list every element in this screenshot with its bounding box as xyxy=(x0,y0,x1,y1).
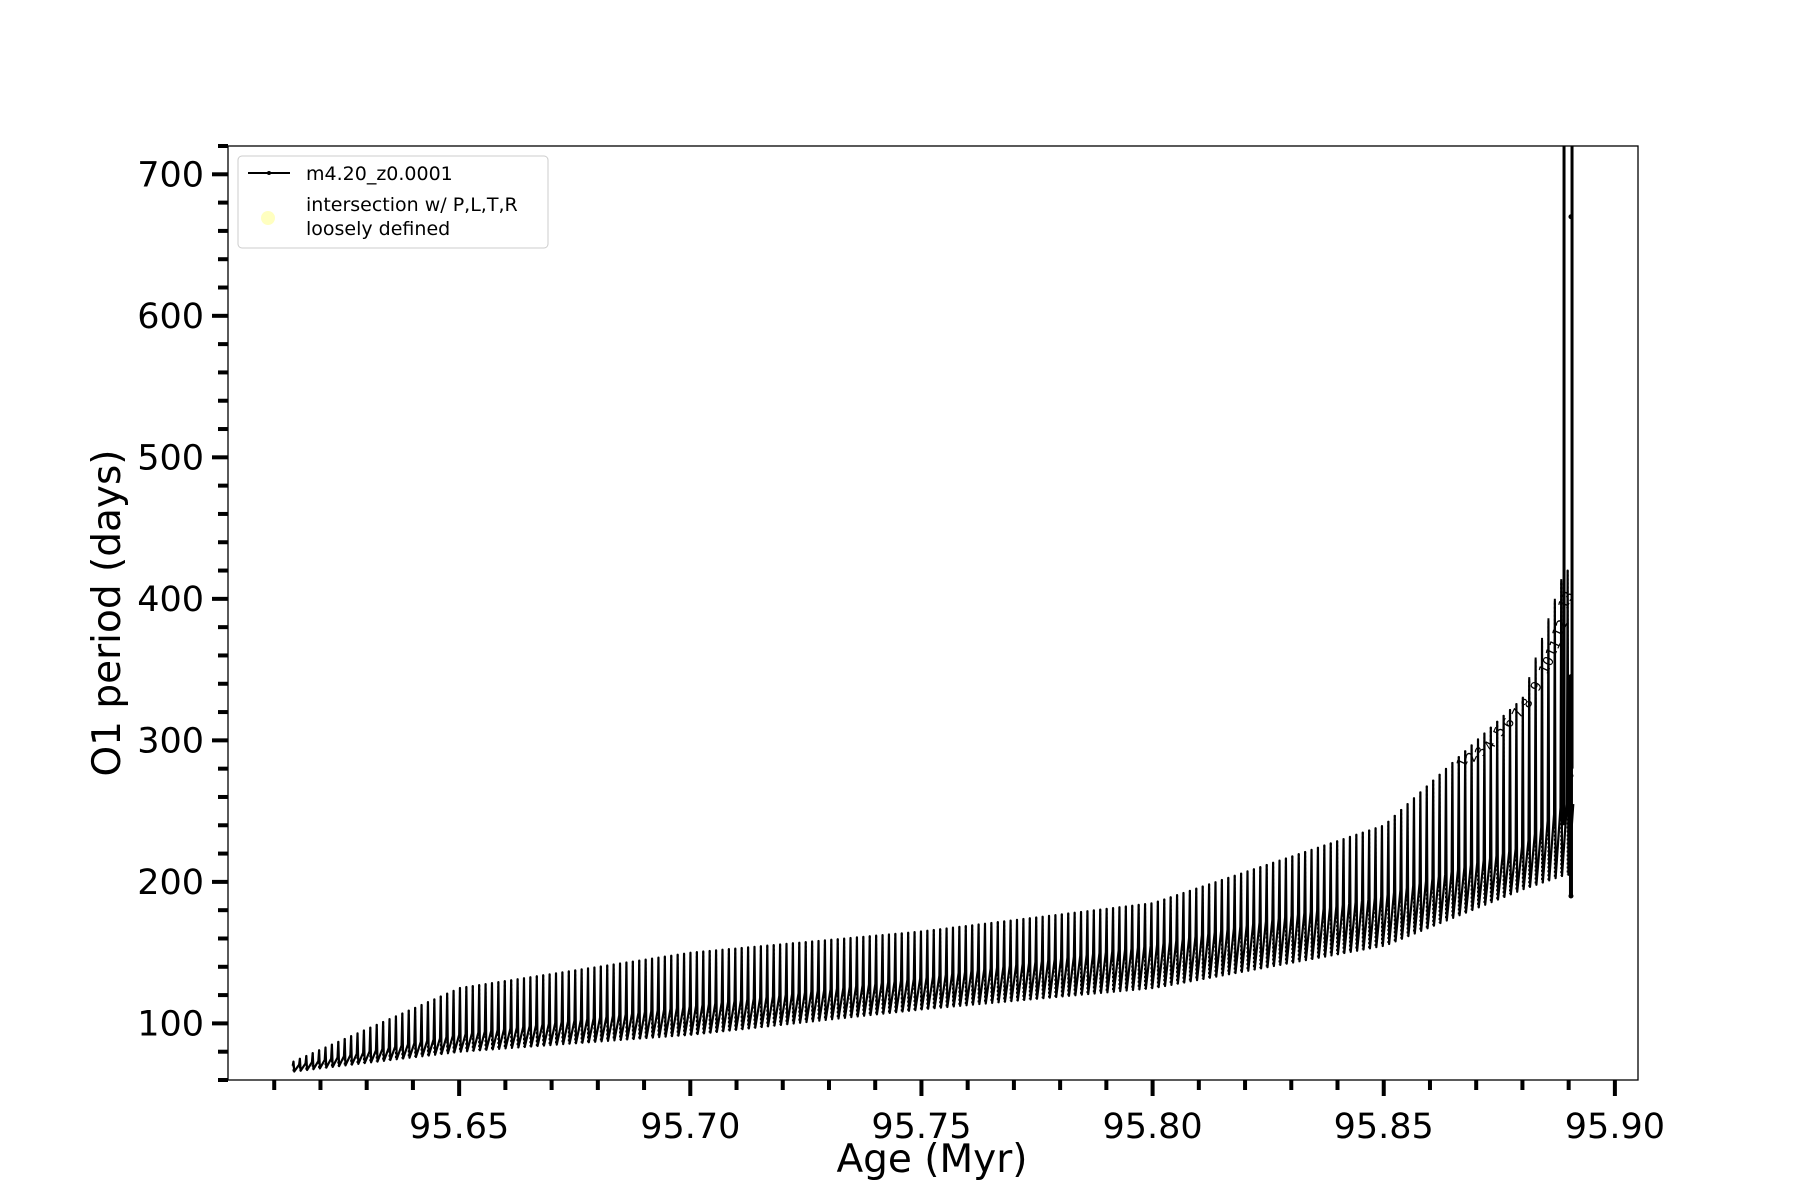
x-tick-label: 95.70 xyxy=(640,1107,740,1147)
legend-box xyxy=(237,155,549,249)
legend-series-label: m4.20_z0.0001 xyxy=(306,163,453,185)
y-tick-label: 100 xyxy=(137,1004,204,1044)
final-point xyxy=(1568,674,1574,680)
pulse-annotation: 13 xyxy=(1555,589,1577,612)
x-axis-label: Age (Myr) xyxy=(836,1137,1027,1182)
y-tick-label: 700 xyxy=(137,155,204,195)
y-tick-label: 400 xyxy=(137,580,204,620)
x-tick-label: 95.65 xyxy=(409,1107,509,1147)
pulse-annotation: 11 xyxy=(1543,637,1565,660)
x-axis: 95.65 95.70 95.75 95.80 95.85 95.90 xyxy=(272,1080,1665,1147)
x-tick-label: 95.85 xyxy=(1334,1107,1434,1147)
y-tick-label: 500 xyxy=(137,438,204,478)
series-layer xyxy=(291,146,1575,1073)
plot-frame xyxy=(227,145,1639,1081)
x-tick-label: 95.80 xyxy=(1102,1107,1202,1147)
legend-intersection-label-2: loosely defined xyxy=(306,218,450,240)
legend-marker-swatch xyxy=(267,171,271,175)
y-tick-label: 200 xyxy=(137,863,204,903)
y-tick-label: 600 xyxy=(137,297,204,337)
final-point xyxy=(1568,893,1574,899)
pulse-annotation: 12 xyxy=(1549,617,1571,640)
final-point xyxy=(1568,214,1574,220)
pulse-annotation: 10 xyxy=(1536,654,1558,677)
legend: m4.20_z0.0001 intersection w/ P,L,T,R lo… xyxy=(237,155,549,249)
x-tick-label: 95.90 xyxy=(1565,1107,1665,1147)
x-tick-label: 95.75 xyxy=(871,1107,971,1147)
final-point xyxy=(1568,773,1574,779)
y-axis: 100 200 300 400 500 600 700 xyxy=(137,144,228,1082)
legend-intersection-swatch xyxy=(261,211,275,225)
y-tick-label: 300 xyxy=(137,721,204,761)
y-axis-label: O1 period (days) xyxy=(85,449,130,776)
legend-intersection-label-1: intersection w/ P,L,T,R xyxy=(306,194,518,216)
